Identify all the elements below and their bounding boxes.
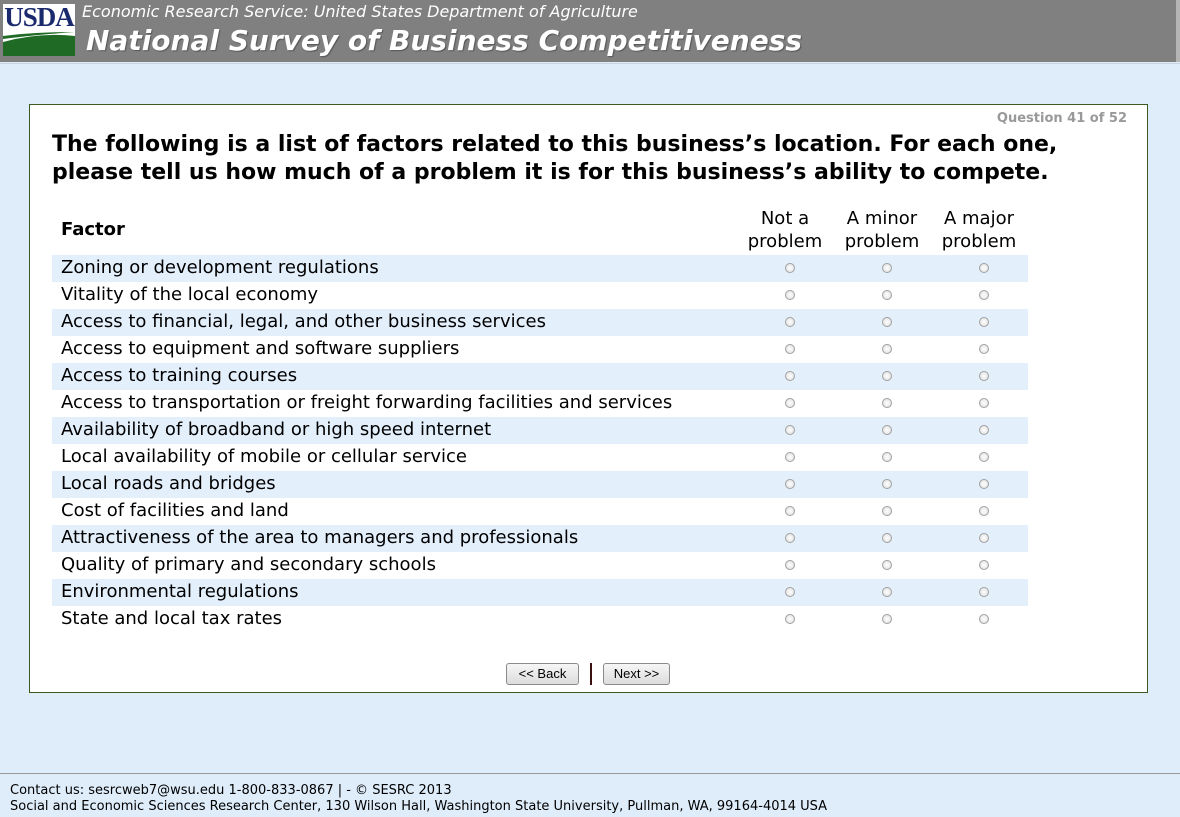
radio-not-a-problem[interactable]	[785, 344, 795, 354]
site-header: USDA Economic Research Service: United S…	[0, 0, 1180, 62]
radio-major-problem[interactable]	[979, 560, 989, 570]
next-button[interactable]: Next >>	[603, 663, 670, 685]
factor-label: Attractiveness of the area to managers a…	[61, 527, 579, 548]
factor-label: Access to equipment and software supplie…	[61, 338, 460, 359]
factor-row: Access to equipment and software supplie…	[52, 336, 1028, 363]
factor-label: Access to training courses	[61, 365, 298, 386]
factor-row: Attractiveness of the area to managers a…	[52, 525, 1028, 552]
radio-not-a-problem[interactable]	[785, 425, 795, 435]
header-title: National Survey of Business Competitiven…	[86, 24, 803, 57]
button-separator	[590, 663, 592, 685]
factor-label: Access to financial, legal, and other bu…	[61, 311, 546, 332]
factor-row: Access to transportation or freight forw…	[52, 390, 1028, 417]
column-header: A major problem	[941, 208, 1017, 252]
radio-minor-problem[interactable]	[882, 587, 892, 597]
radio-not-a-problem[interactable]	[785, 614, 795, 624]
radio-minor-problem[interactable]	[882, 371, 892, 381]
radio-major-problem[interactable]	[979, 263, 989, 273]
radio-minor-problem[interactable]	[882, 479, 892, 489]
factor-label: Cost of facilities and land	[61, 500, 289, 521]
radio-not-a-problem[interactable]	[785, 263, 795, 273]
radio-major-problem[interactable]	[979, 614, 989, 624]
usda-logo: USDA	[3, 2, 75, 56]
factor-label: Local availability of mobile or cellular…	[61, 446, 467, 467]
radio-not-a-problem[interactable]	[785, 452, 795, 462]
factor-label: Environmental regulations	[61, 581, 299, 602]
radio-major-problem[interactable]	[979, 479, 989, 489]
divider	[0, 63, 1180, 64]
factor-row: State and local tax rates	[52, 606, 1028, 633]
factor-row: Access to financial, legal, and other bu…	[52, 309, 1028, 336]
factor-label: Availability of broadband or high speed …	[61, 419, 492, 440]
back-button[interactable]: << Back	[506, 663, 579, 685]
radio-not-a-problem[interactable]	[785, 587, 795, 597]
question-text: The following is a list of factors relat…	[52, 132, 1058, 185]
factor-label: Zoning or development regulations	[61, 257, 379, 278]
radio-minor-problem[interactable]	[882, 263, 892, 273]
factor-row: Vitality of the local economy	[52, 282, 1028, 309]
radio-major-problem[interactable]	[979, 425, 989, 435]
radio-not-a-problem[interactable]	[785, 317, 795, 327]
column-header: Not a problem	[747, 208, 823, 252]
factor-label: Local roads and bridges	[61, 473, 276, 494]
radio-major-problem[interactable]	[979, 398, 989, 408]
footer-divider	[0, 773, 1180, 774]
radio-minor-problem[interactable]	[882, 425, 892, 435]
factor-row: Environmental regulations	[52, 579, 1028, 606]
factor-row: Quality of primary and secondary schools	[52, 552, 1028, 579]
factor-row: Local roads and bridges	[52, 471, 1028, 498]
radio-minor-problem[interactable]	[882, 560, 892, 570]
radio-minor-problem[interactable]	[882, 452, 892, 462]
factor-label: State and local tax rates	[61, 608, 283, 629]
radio-major-problem[interactable]	[979, 317, 989, 327]
factor-row: Local availability of mobile or cellular…	[52, 444, 1028, 471]
radio-not-a-problem[interactable]	[785, 506, 795, 516]
radio-major-problem[interactable]	[979, 533, 989, 543]
radio-minor-problem[interactable]	[882, 614, 892, 624]
radio-not-a-problem[interactable]	[785, 290, 795, 300]
radio-major-problem[interactable]	[979, 506, 989, 516]
radio-major-problem[interactable]	[979, 290, 989, 300]
radio-major-problem[interactable]	[979, 587, 989, 597]
radio-minor-problem[interactable]	[882, 533, 892, 543]
header-subtitle: Economic Research Service: United States…	[82, 2, 638, 21]
factor-row: Zoning or development regulations	[52, 255, 1028, 282]
footer-address: Social and Economic Sciences Research Ce…	[10, 799, 828, 814]
factor-label: Quality of primary and secondary schools	[61, 554, 436, 575]
radio-not-a-problem[interactable]	[785, 560, 795, 570]
radio-minor-problem[interactable]	[882, 317, 892, 327]
radio-major-problem[interactable]	[979, 371, 989, 381]
factor-label: Vitality of the local economy	[61, 284, 319, 305]
survey-panel: Question 41 of 52 The following is a lis…	[29, 104, 1148, 693]
radio-not-a-problem[interactable]	[785, 398, 795, 408]
radio-minor-problem[interactable]	[882, 506, 892, 516]
radio-not-a-problem[interactable]	[785, 533, 795, 543]
radio-not-a-problem[interactable]	[785, 479, 795, 489]
radio-major-problem[interactable]	[979, 344, 989, 354]
factor-row: Access to training courses	[52, 363, 1028, 390]
footer-contact: Contact us: sesrcweb7@wsu.edu 1-800-833-…	[10, 783, 452, 798]
radio-major-problem[interactable]	[979, 452, 989, 462]
factor-row: Cost of facilities and land	[52, 498, 1028, 525]
radio-minor-problem[interactable]	[882, 398, 892, 408]
question-progress: Question 41 of 52	[996, 111, 1127, 126]
radio-not-a-problem[interactable]	[785, 371, 795, 381]
radio-minor-problem[interactable]	[882, 290, 892, 300]
factor-row: Availability of broadband or high speed …	[52, 417, 1028, 444]
factor-label: Access to transportation or freight forw…	[61, 392, 673, 413]
radio-minor-problem[interactable]	[882, 344, 892, 354]
factor-header: Factor	[61, 219, 125, 240]
column-header: A minor problem	[844, 208, 920, 252]
